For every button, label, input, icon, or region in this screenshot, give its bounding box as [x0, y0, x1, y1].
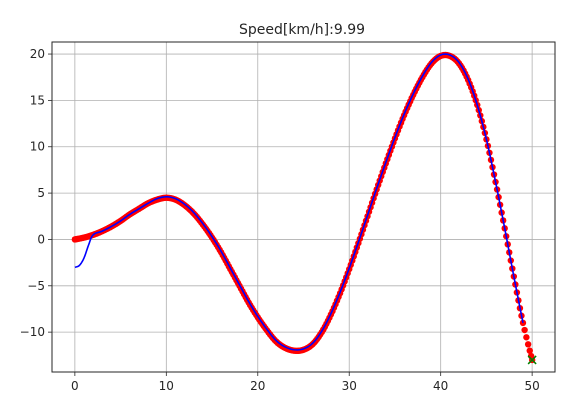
- grid: [52, 42, 555, 372]
- y-tick-label: 0: [37, 232, 45, 246]
- goal-marker-stroke: [527, 355, 537, 365]
- y-tick-label: 15: [30, 93, 45, 107]
- course-point: [521, 326, 528, 334]
- trajectory-line: [74, 53, 524, 351]
- y-tick-label: 20: [30, 47, 45, 61]
- y-tick-label: 5: [37, 186, 45, 200]
- course-point: [523, 334, 530, 341]
- x-tick-label: 0: [71, 379, 79, 393]
- plot-frame: [51, 41, 556, 373]
- axis-ticks: 0 10 20 30 40 50 −10 −5 0 5 10 15 20: [20, 47, 540, 393]
- course-point: [526, 347, 533, 354]
- plot-series: [71, 51, 537, 365]
- y-tick-label: 10: [30, 140, 45, 154]
- goal-marker: [527, 355, 537, 365]
- x-tick-label: 10: [159, 379, 174, 393]
- chart-title: Speed[km/h]:9.99: [239, 22, 365, 38]
- x-tick-label: 40: [433, 379, 448, 393]
- x-tick-label: 50: [524, 379, 539, 393]
- course-point: [519, 319, 527, 327]
- y-tick-label: −5: [27, 279, 45, 293]
- course-point: [524, 341, 532, 348]
- x-tick-label: 20: [250, 379, 265, 393]
- x-tick-label: 30: [342, 379, 357, 393]
- y-tick-label: −10: [20, 325, 45, 339]
